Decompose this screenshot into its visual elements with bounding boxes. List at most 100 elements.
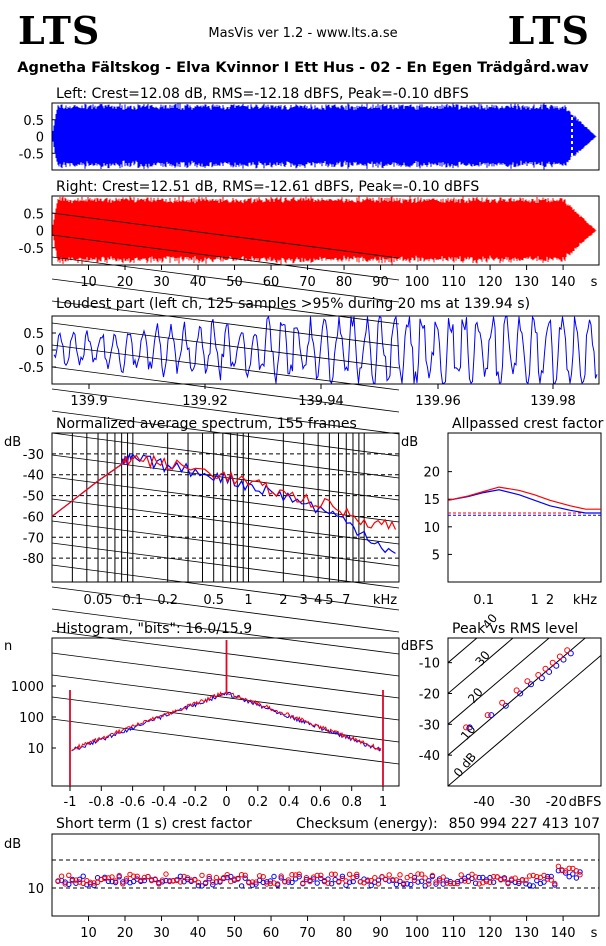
left-waveform-ytick: -0.5 [19, 147, 44, 162]
stcrest-point-right [156, 881, 162, 887]
peakrms-point-right [513, 687, 520, 694]
spectrum-slope-line [51, 300, 400, 347]
stcrest-point-right [354, 871, 360, 877]
stcrest-point-left [199, 883, 205, 889]
stcrest-point-left [91, 882, 97, 889]
stcrest-point-right [368, 877, 374, 884]
stcrest-point-right [210, 879, 216, 885]
spectrum-slope-line [51, 564, 400, 611]
stcrest-point-right [242, 872, 248, 878]
spectrum-xtick: 0.2 [157, 593, 178, 608]
spectrum-slope-line [51, 520, 400, 567]
stcrest-point-left [285, 879, 292, 885]
stcrest-point-left [516, 880, 522, 887]
peakrms-point-right [542, 665, 549, 672]
stcrest-point-right [346, 871, 353, 877]
stcrest-point-left [224, 874, 230, 881]
spectrum-frame [51, 432, 400, 583]
stcrest-point-right [458, 872, 464, 878]
stcrest-point-left [314, 880, 320, 886]
peakrms-point-right [524, 678, 531, 685]
stcrest-point-right [541, 872, 547, 879]
allpassed-ytick: 15 [423, 493, 440, 508]
stcrest-point-left [541, 879, 547, 885]
histogram-ytick: 1000 [11, 680, 44, 695]
histogram-title: Histogram, "bits": 16.0/15.9 [56, 621, 252, 637]
stcrest-point-left [526, 882, 533, 888]
stcrest-point-right [123, 876, 130, 882]
stcrest-title: Short term (1 s) crest factor [56, 816, 252, 832]
histogram-series-left [71, 691, 382, 752]
stcrest-point-left [163, 877, 169, 884]
peakrms-point-left [553, 662, 560, 669]
peakrms-point-right [564, 647, 571, 654]
peakrms-ylabel: dBFS [401, 639, 434, 654]
stcrest-point-right [66, 872, 72, 878]
stcrest-point-right [289, 872, 295, 878]
spectrum-ylabel: dB [4, 435, 21, 450]
stcrest-point-right [534, 874, 540, 880]
allpassed-ytick: 20 [423, 466, 440, 481]
allpassed-xtick: 1 [531, 593, 539, 608]
loudest-xtick: 139.98 [530, 394, 576, 409]
stcrest-point-right [213, 874, 220, 881]
peakrms-point-left [466, 724, 473, 731]
stcrest-point-right [102, 875, 108, 882]
peakrms-diagonal [448, 638, 514, 695]
loudest-ytick: 0.5 [23, 327, 44, 342]
stcrest-xtick: 30 [153, 926, 170, 941]
stcrest-point-left [458, 878, 464, 884]
stcrest-xtick: 50 [226, 926, 243, 941]
spectrum-ytick: -60 [23, 510, 44, 525]
stcrest-point-left [76, 876, 83, 882]
peakrms-xtick: -30 [510, 795, 531, 810]
stcrest-point-right [382, 876, 389, 882]
allpassed-ylabel: dB [401, 435, 418, 450]
stcrest-point-left [490, 879, 497, 885]
stcrest-point-right [238, 872, 245, 878]
peakrms-point-left [560, 656, 567, 663]
right-waveform-xtick: 50 [226, 275, 243, 290]
histogram-xtick: -0.8 [89, 795, 114, 810]
stcrest-xunit: s [591, 926, 598, 941]
stcrest-point-right [206, 873, 212, 880]
spectrum-xtick: 4 [314, 593, 322, 608]
right-waveform-xtick: 10 [80, 275, 97, 290]
stcrest-point-right [555, 863, 562, 869]
stcrest-point-right [94, 879, 101, 885]
stcrest-point-right [271, 880, 277, 886]
stcrest-checksum-value: 850 994 227 413 107 [449, 816, 600, 832]
stcrest-point-right [249, 879, 256, 885]
file-title: Agnetha Fältskog - Elva Kvinnor I Ett Hu… [17, 60, 589, 76]
stcrest-point-right [130, 873, 137, 879]
stcrest-point-right [235, 876, 241, 882]
spectrum-ytick: -70 [23, 531, 44, 546]
stcrest-point-right [494, 874, 500, 880]
stcrest-point-left [328, 881, 335, 887]
stcrest-point-left [130, 878, 137, 885]
stcrest-point-right [487, 879, 493, 885]
stcrest-point-right [343, 878, 349, 884]
stcrest-point-right [192, 877, 198, 883]
stcrest-point-left [310, 876, 317, 882]
stcrest-point-right [508, 876, 515, 882]
right-waveform-xtick: 130 [514, 275, 539, 290]
stcrest-point-right [577, 872, 583, 878]
stcrest-point-right [264, 881, 270, 887]
stcrest-point-right [300, 880, 306, 886]
right-waveform-xtick: 140 [551, 275, 576, 290]
stcrest-point-right [199, 872, 205, 879]
right-waveform-xtick: 40 [190, 275, 207, 290]
stcrest-point-left [350, 878, 356, 885]
stcrest-point-right [58, 873, 65, 879]
stcrest-point-right [152, 876, 158, 882]
right-waveform-xtick: 80 [336, 275, 353, 290]
stcrest-point-right [519, 877, 526, 883]
stcrest-point-right [328, 871, 335, 877]
spectrum-slope-line [51, 586, 400, 633]
stcrest-point-right [202, 879, 209, 886]
stcrest-xtick: 60 [263, 926, 280, 941]
stcrest-point-right [411, 877, 418, 883]
stcrest-point-right [544, 876, 551, 882]
